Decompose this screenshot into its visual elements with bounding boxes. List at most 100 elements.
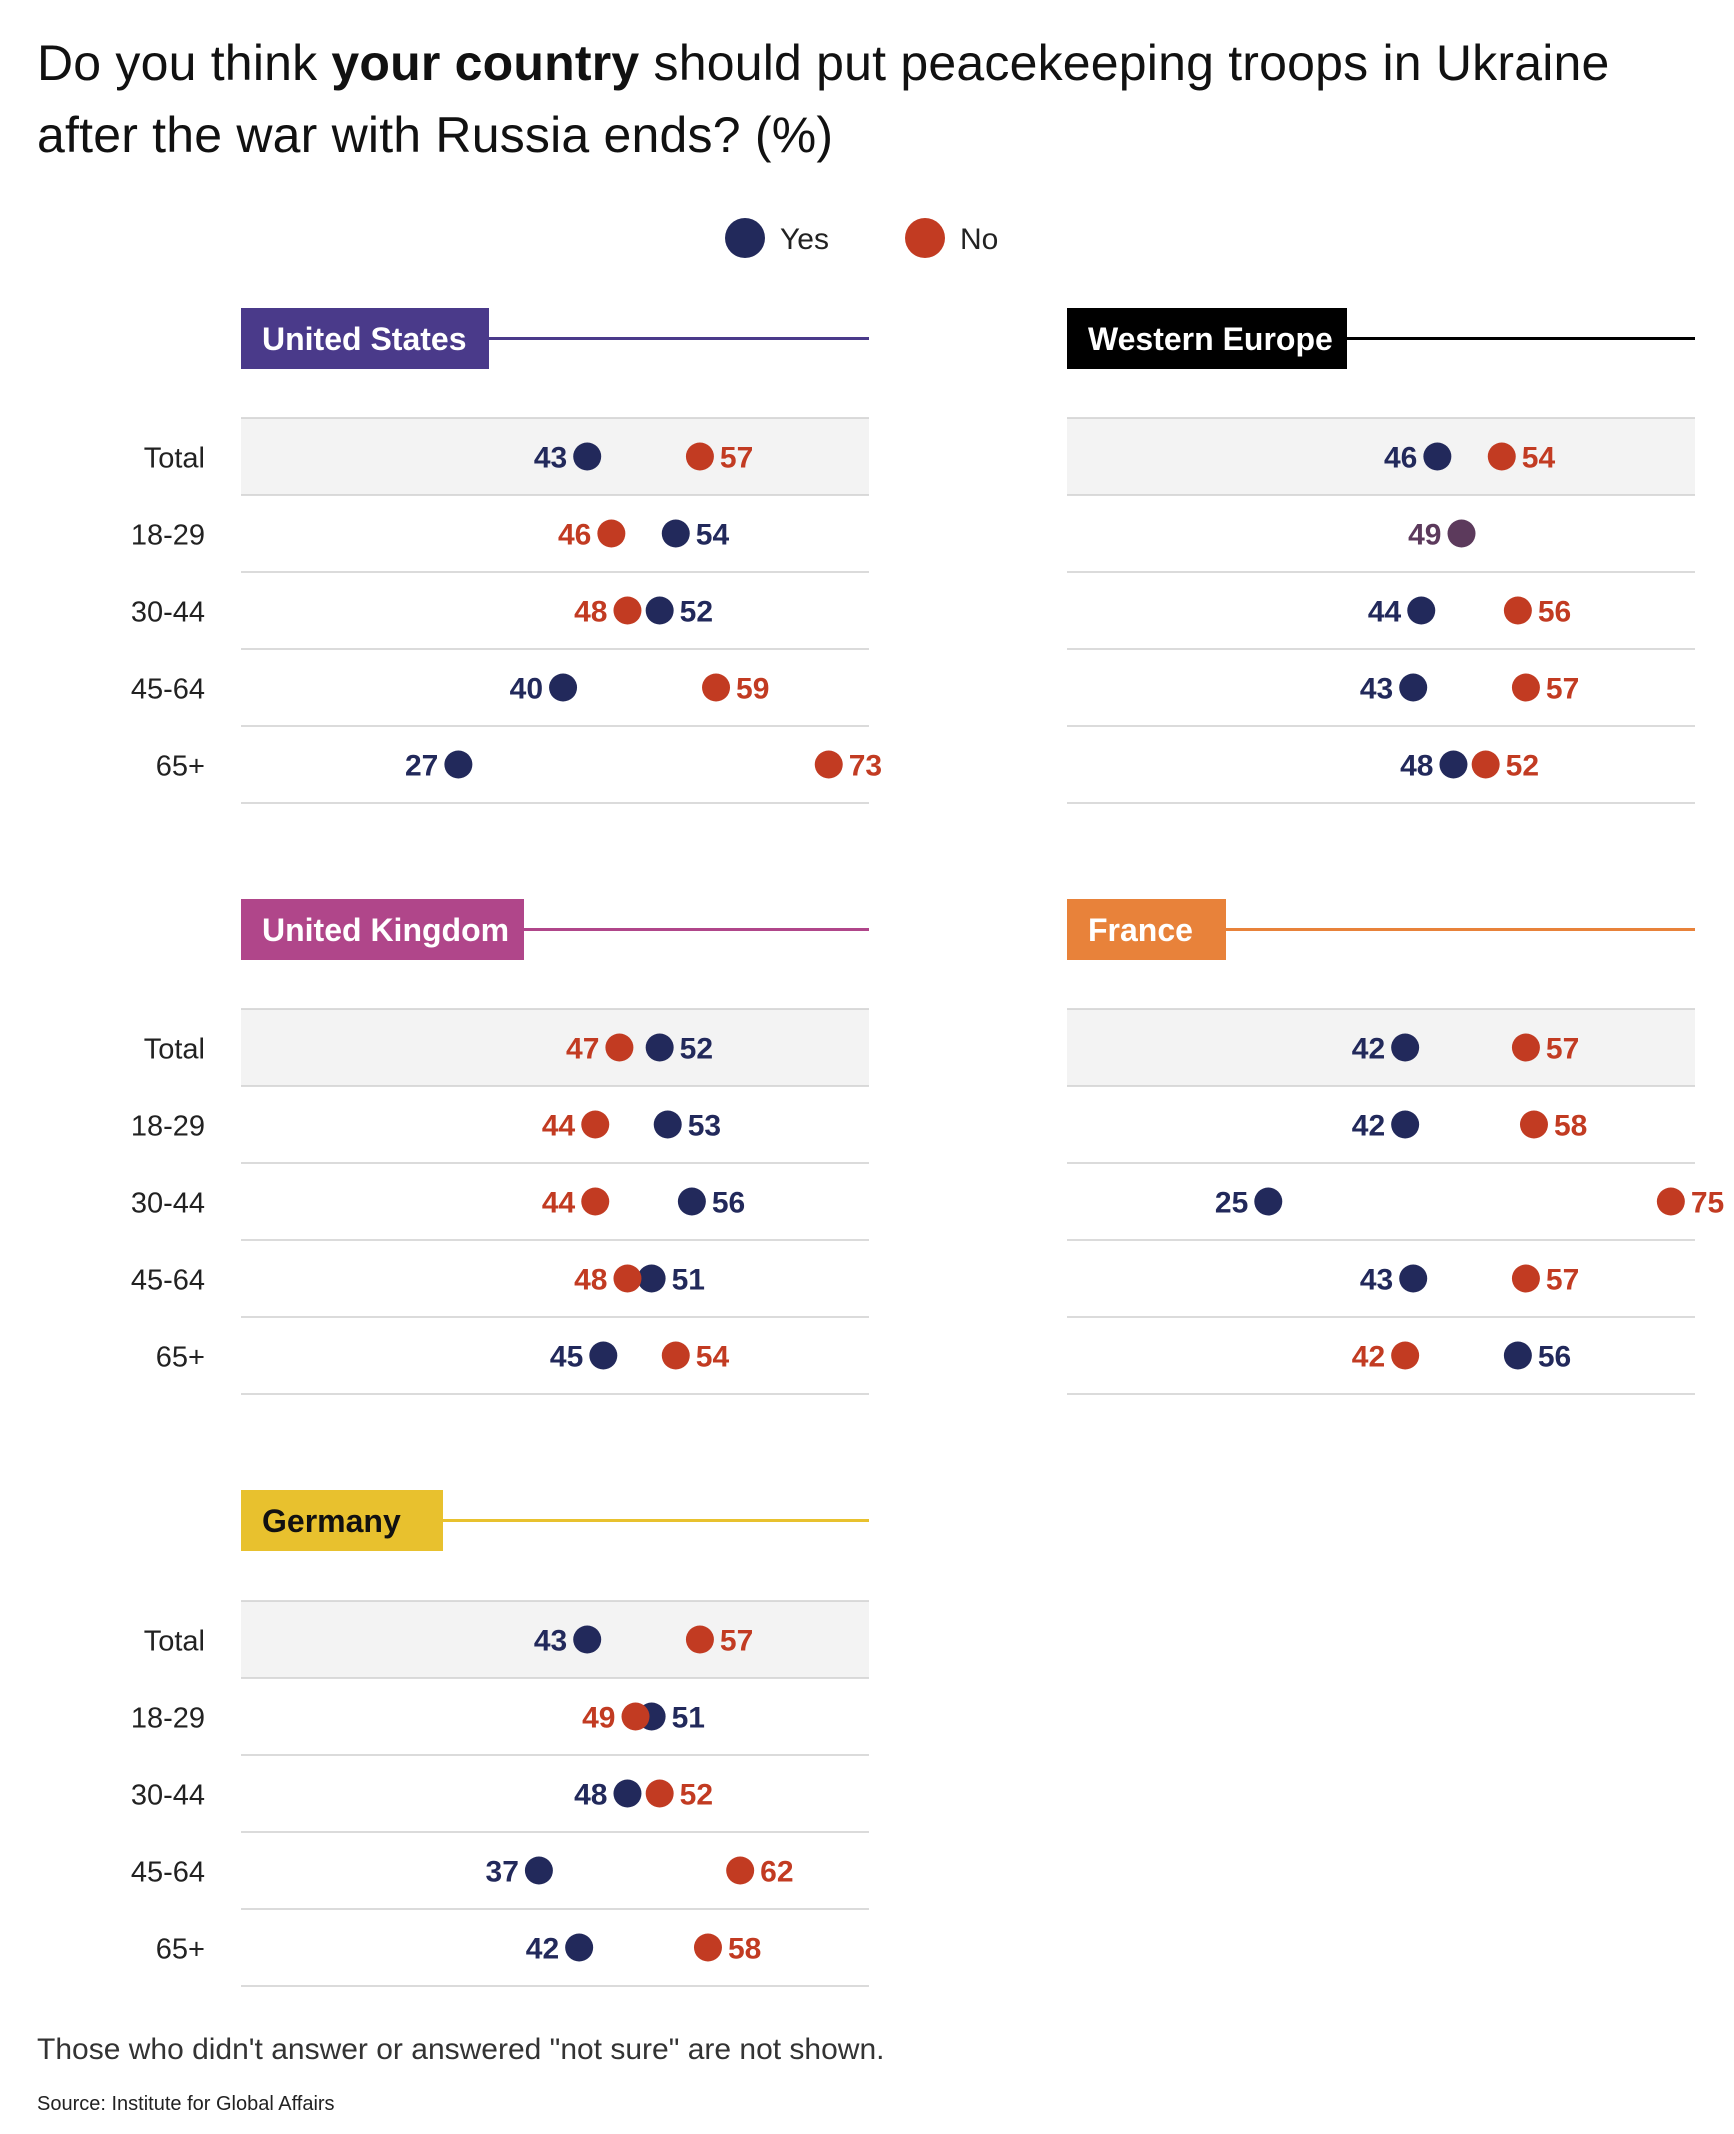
dot-yes [645, 1033, 674, 1062]
dot-yes [613, 1779, 642, 1808]
value-label-yes: 43 [1360, 673, 1393, 706]
dot-no [613, 1264, 642, 1293]
panel-france: France 42 57 42 58 25 75 43 57 42 56 [1067, 899, 1724, 1395]
dot-yes [1399, 673, 1428, 702]
dot-yes [1503, 1341, 1532, 1370]
value-label-yes: 52 [680, 596, 713, 629]
value-label-yes: 43 [1360, 1264, 1393, 1297]
panel-title: Western Europe [1088, 321, 1333, 357]
dot-no [1519, 1110, 1548, 1139]
panel-title-tag [1067, 308, 1347, 369]
legend-no-marker [905, 218, 945, 258]
value-label-no: 57 [1546, 1264, 1579, 1297]
value-label-no: 42 [1352, 1341, 1385, 1374]
dot-no [1511, 673, 1540, 702]
row-label: Total [144, 1034, 205, 1066]
value-label-yes: 53 [688, 1110, 721, 1143]
value-label-no: 57 [720, 442, 753, 475]
dot-no [645, 1779, 674, 1808]
value-label-no: 49 [582, 1702, 615, 1735]
panel-western-europe: Western Europe 46 54 49 44 56 43 57 48 52 [1067, 308, 1695, 804]
dot-yes [573, 1625, 602, 1654]
total-row-shade [241, 418, 869, 495]
dot-yes [444, 750, 473, 779]
panel-title-tag [1067, 899, 1226, 960]
dot-no [693, 1933, 722, 1962]
row-label: 30-44 [131, 597, 205, 629]
value-label-yes: 37 [486, 1856, 519, 1889]
value-label-no: 73 [849, 750, 882, 783]
dot-no [1511, 1033, 1540, 1062]
value-label-no: 62 [760, 1856, 793, 1889]
value-label-no: 56 [1538, 596, 1571, 629]
dot-no [1656, 1187, 1685, 1216]
value-label-yes: 43 [534, 1625, 567, 1658]
dot-overlap [1447, 519, 1476, 548]
value-label-no: 59 [736, 673, 769, 706]
value-label-no: 75 [1691, 1187, 1724, 1220]
dot-no [661, 1341, 690, 1370]
title-emphasis: your country [331, 35, 640, 91]
legend-yes-marker [725, 218, 765, 258]
dot-yes [1439, 750, 1468, 779]
value-label-yes: 42 [1352, 1033, 1385, 1066]
value-label-overlap: 49 [1408, 519, 1441, 552]
value-label-no: 48 [574, 1264, 607, 1297]
dot-yes [653, 1110, 682, 1139]
dot-yes [1399, 1264, 1428, 1293]
value-label-yes: 27 [405, 750, 438, 783]
value-label-yes: 43 [534, 442, 567, 475]
value-label-no: 58 [1554, 1110, 1587, 1143]
chart-title-line-2: after the war with Russia ends? (%) [37, 107, 834, 163]
value-label-yes: 40 [510, 673, 543, 706]
dot-no [726, 1856, 755, 1885]
row-label: 18-29 [131, 520, 205, 552]
row-label: Total [144, 1626, 205, 1658]
dot-no [597, 519, 626, 548]
total-row-shade [241, 1601, 869, 1678]
value-label-yes: 54 [696, 519, 730, 552]
value-label-yes: 56 [1538, 1341, 1571, 1374]
dot-yes [524, 1856, 553, 1885]
value-label-no: 47 [566, 1033, 599, 1066]
dot-yes [549, 673, 578, 702]
value-label-no: 48 [574, 596, 607, 629]
dot-no [1487, 442, 1516, 471]
value-label-yes: 51 [672, 1264, 705, 1297]
value-label-yes: 51 [672, 1702, 705, 1735]
panel-title: United States [262, 321, 466, 357]
row-label: 65+ [156, 1342, 205, 1374]
legend-yes-label: Yes [780, 223, 829, 256]
row-label: 65+ [156, 751, 205, 783]
dot-yes [661, 519, 690, 548]
value-label-no: 58 [728, 1933, 761, 1966]
panel-title: France [1088, 912, 1193, 948]
row-label: Total [144, 443, 205, 475]
value-label-yes: 42 [526, 1933, 559, 1966]
panel-united-kingdom: United Kingdom Total 47 52 18-29 44 53 30-44 44 5… [131, 899, 869, 1395]
row-label: 18-29 [131, 1703, 205, 1735]
value-label-yes: 46 [1384, 442, 1417, 475]
panel-title: Germany [262, 1503, 401, 1539]
panel-united-states: United States Total 43 57 18-29 46 54 30-44 48 52… [131, 308, 882, 804]
dot-yes [1407, 596, 1436, 625]
value-label-yes: 52 [680, 1033, 713, 1066]
value-label-no: 54 [696, 1341, 730, 1374]
value-label-yes: 44 [1368, 596, 1402, 629]
legend-no-label: No [960, 223, 998, 256]
source-note: Source: Institute for Global Affairs [37, 2093, 335, 2115]
value-label-yes: 25 [1215, 1187, 1248, 1220]
row-label: 65+ [156, 1934, 205, 1966]
row-label: 18-29 [131, 1111, 205, 1143]
dot-no [702, 673, 731, 702]
row-label: 45-64 [131, 674, 205, 706]
dot-no [1511, 1264, 1540, 1293]
value-label-yes: 48 [574, 1779, 607, 1812]
value-label-no: 44 [542, 1187, 576, 1220]
dot-no [621, 1702, 650, 1731]
title-suffix: should put peacekeeping troops in Ukrain… [639, 35, 1610, 91]
dot-no [1503, 596, 1532, 625]
dot-no [1391, 1341, 1420, 1370]
dot-no [685, 1625, 714, 1654]
